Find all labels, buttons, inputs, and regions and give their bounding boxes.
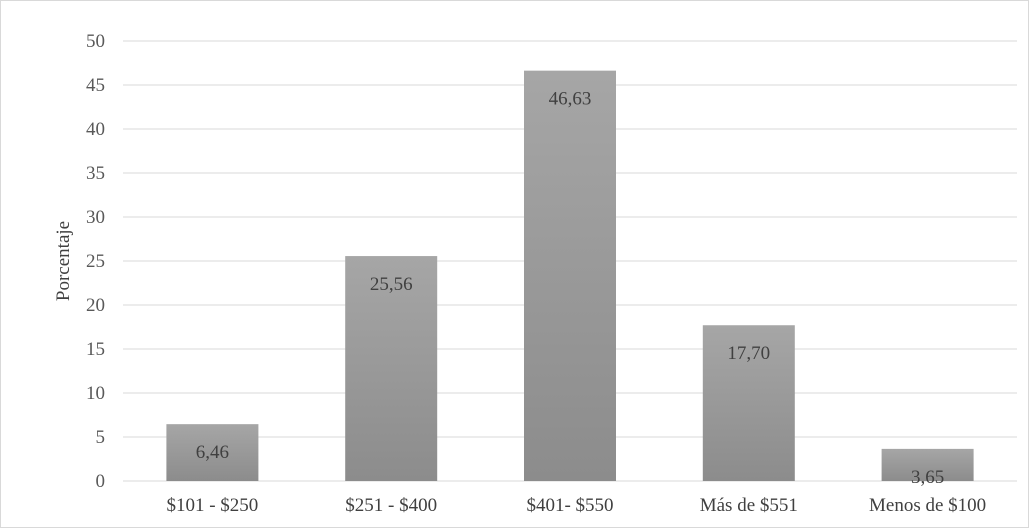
data-label: 17,70: [727, 343, 770, 364]
bar: [881, 448, 974, 481]
y-tick-label: 35: [86, 163, 105, 184]
y-tick-label: 25: [86, 251, 105, 272]
x-category-label: $401- $550: [526, 495, 613, 516]
data-label: 25,56: [370, 274, 413, 295]
bar: [524, 70, 616, 481]
x-category-label: $101 - $250: [166, 495, 258, 516]
y-tick-label: 0: [96, 471, 106, 492]
y-axis-title: Porcentaje: [53, 221, 74, 301]
y-tick-label: 40: [86, 119, 105, 140]
y-tick-label: 15: [86, 339, 105, 360]
bar: [345, 256, 438, 481]
bar: [702, 325, 795, 481]
x-category-label: Más de $551: [700, 495, 798, 516]
y-tick-label: 20: [86, 295, 105, 316]
y-tick-label: 10: [86, 383, 105, 404]
x-category-label: Menos de $100: [869, 495, 986, 516]
x-category-label: $251 - $400: [345, 495, 437, 516]
bar: [166, 424, 259, 481]
y-tick-label: 5: [96, 427, 106, 448]
data-label: 46,63: [549, 89, 592, 110]
y-tick-label: 45: [86, 75, 105, 96]
data-label: 6,46: [196, 442, 229, 463]
y-tick-label: 30: [86, 207, 105, 228]
data-label: 3,65: [911, 467, 944, 488]
y-tick-label: 50: [86, 31, 105, 52]
